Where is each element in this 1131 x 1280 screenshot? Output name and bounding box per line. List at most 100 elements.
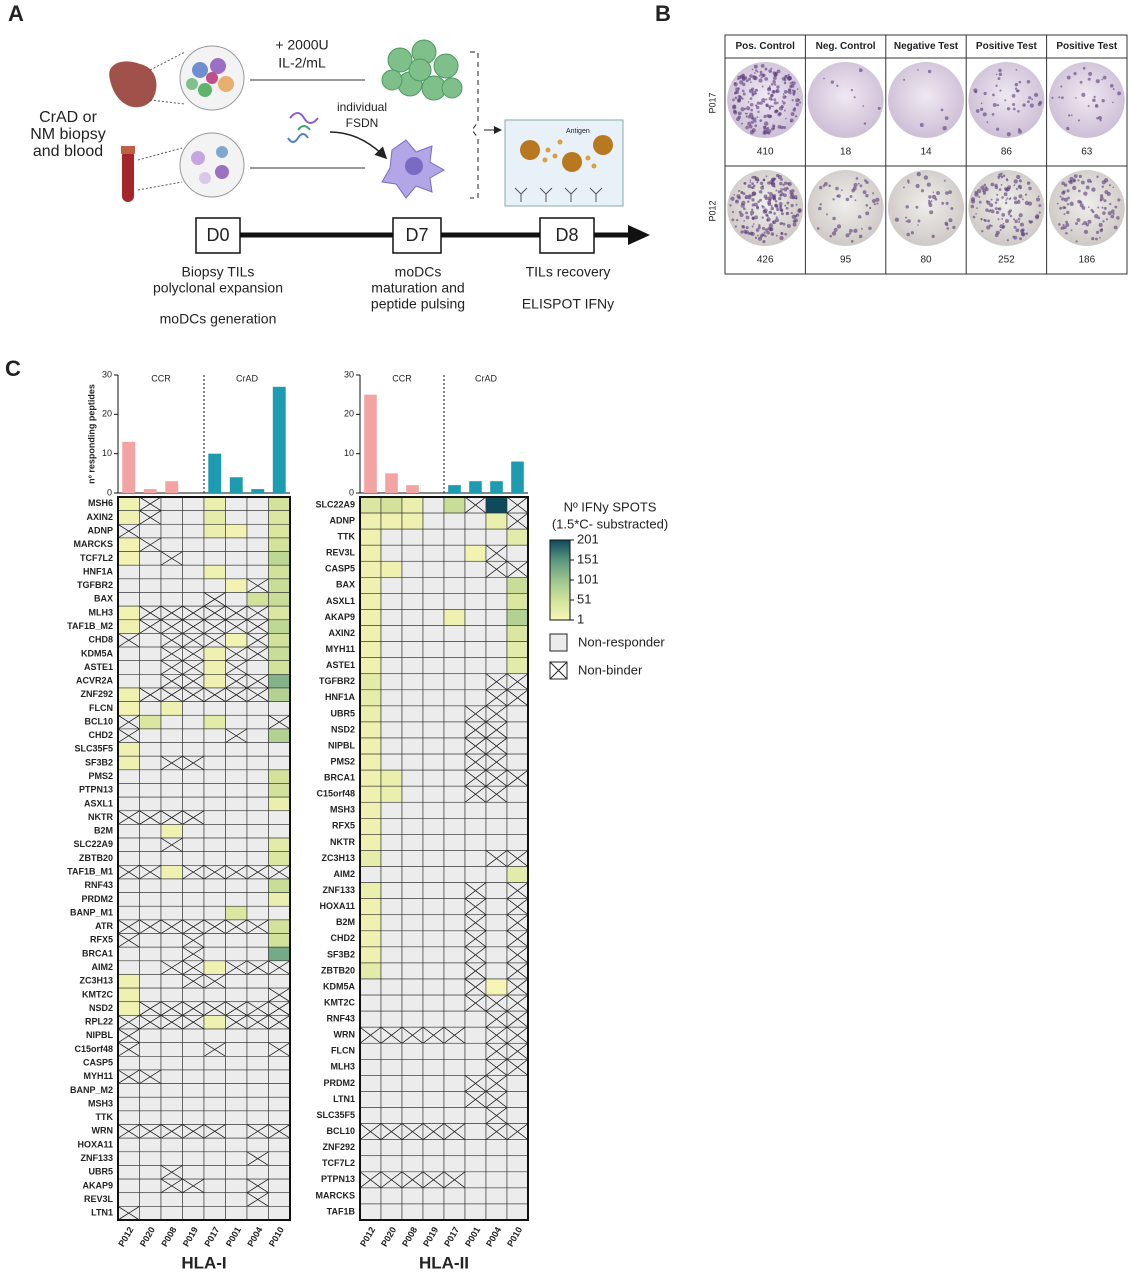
non-binder-x	[268, 1001, 291, 1016]
spot	[765, 103, 769, 107]
spot	[991, 113, 995, 116]
y-tick-label: 10	[102, 448, 112, 458]
spot	[1113, 225, 1118, 230]
heatmap-cell	[246, 810, 269, 825]
spot	[734, 96, 738, 100]
non-binder-x	[117, 1124, 140, 1139]
heatmap-cell	[401, 737, 424, 755]
gene-label: HNF1A	[83, 566, 114, 576]
spot	[1063, 206, 1067, 209]
heatmap-cell	[246, 892, 269, 907]
spot	[772, 90, 775, 93]
heatmap-cell	[203, 1206, 226, 1221]
spot	[1079, 80, 1083, 84]
spot	[1096, 175, 1099, 179]
x-stroke	[246, 1124, 269, 1139]
non-binder-x	[160, 755, 183, 771]
heatmap-cell	[139, 1056, 162, 1071]
non-binder-x	[246, 646, 269, 662]
spot	[735, 200, 738, 202]
spot	[845, 197, 850, 202]
non-binder-x	[182, 810, 205, 825]
spot	[894, 217, 899, 222]
gene-label: HOXA11	[77, 1139, 113, 1149]
non-binder-x	[182, 674, 205, 689]
spot	[978, 200, 982, 204]
spot	[750, 231, 755, 237]
heatmap-cell	[246, 660, 269, 675]
non-binder-x	[464, 705, 487, 723]
heatmap-cell	[380, 1203, 403, 1221]
spot	[983, 219, 986, 222]
heatmap-cell	[401, 882, 424, 899]
heatmap-cell	[182, 714, 205, 730]
spot	[787, 181, 792, 187]
spot	[785, 75, 788, 78]
non-binder-x	[203, 974, 226, 989]
spot	[1110, 214, 1115, 219]
spot	[1027, 100, 1030, 104]
heatmap-cell	[225, 1110, 248, 1125]
heatmap-cell	[401, 1075, 424, 1092]
gene-label: HNF1A	[325, 692, 356, 702]
spot	[1089, 180, 1093, 183]
x-stroke	[160, 619, 183, 634]
spot	[1012, 107, 1016, 111]
heatmap-cell	[506, 641, 529, 658]
heatmap-cell	[139, 933, 162, 948]
spot	[739, 74, 744, 79]
heatmap-cell	[422, 528, 445, 546]
spot	[750, 210, 755, 215]
spot	[1060, 226, 1065, 230]
spot	[747, 121, 752, 126]
heatmap-cell	[160, 796, 183, 812]
heatmap-cell	[485, 962, 508, 980]
heatmap-cell	[160, 783, 183, 798]
heatmap-cell	[359, 609, 382, 626]
gene-label: ADNP	[87, 525, 113, 535]
heatmap-cell	[139, 796, 162, 812]
gene-label: CHD8	[88, 635, 113, 645]
heatmap-cell	[225, 1178, 248, 1194]
spot	[919, 123, 924, 127]
heatmap-cell	[401, 689, 424, 707]
x-stroke	[464, 914, 487, 932]
heatmap-cell	[225, 905, 248, 921]
non-binder-x	[485, 1026, 508, 1044]
spot	[790, 211, 793, 215]
heatmap-cell	[246, 1206, 269, 1221]
heatmap-cell	[246, 1028, 269, 1043]
spot	[780, 125, 784, 130]
heatmap-cell	[401, 1091, 424, 1108]
gene-label: BANP_M1	[70, 907, 113, 917]
heatmap-cell	[160, 537, 183, 552]
spot	[872, 192, 875, 195]
spot	[737, 111, 742, 116]
heatmap-cell	[139, 960, 162, 975]
heatmap-cell	[422, 657, 445, 675]
non-binder-x	[464, 737, 487, 755]
spot	[794, 115, 798, 118]
fsdn-text: individual	[337, 100, 387, 114]
non-binder-x	[139, 510, 162, 525]
heatmap-cell	[160, 714, 183, 730]
heatmap-cell	[506, 657, 529, 675]
heatmap-cell	[359, 818, 382, 835]
heatmap-cell	[246, 551, 269, 566]
heatmap-cell	[443, 801, 466, 819]
spot	[928, 199, 931, 202]
heatmap-cell	[422, 753, 445, 771]
spot	[780, 209, 784, 212]
spot	[744, 231, 748, 235]
heatmap-cell	[443, 930, 466, 948]
spot	[747, 200, 750, 203]
x-stroke	[225, 960, 248, 975]
x-stroke	[506, 930, 529, 948]
spot	[741, 203, 743, 205]
x-stroke	[506, 512, 529, 530]
heatmap-cell	[443, 946, 466, 964]
spot	[996, 198, 1000, 202]
spot	[1072, 185, 1077, 191]
heatmap-cell	[359, 769, 382, 787]
spot	[1093, 95, 1096, 99]
